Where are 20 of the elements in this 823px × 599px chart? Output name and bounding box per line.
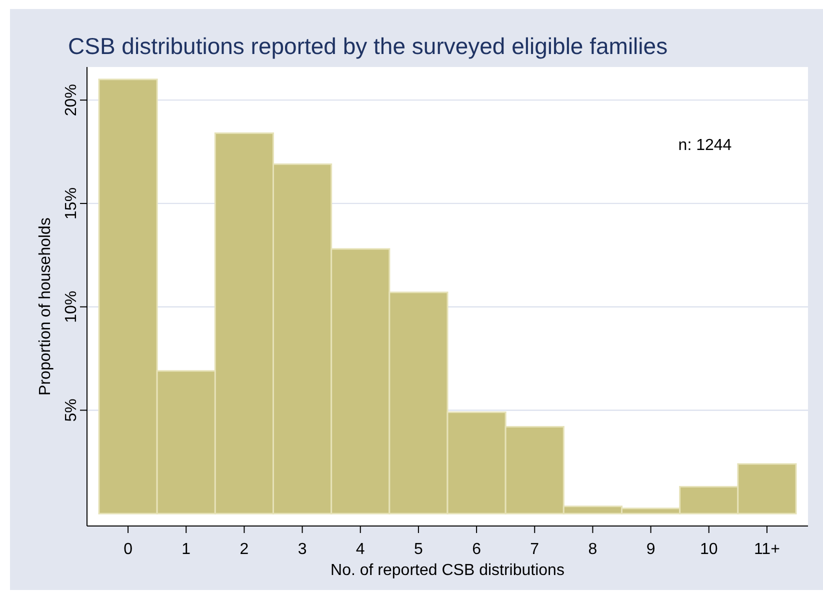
x-tick-label: 1 — [182, 541, 191, 558]
x-tick-label: 5 — [414, 541, 424, 558]
y-axis-title: Proportion of households — [37, 218, 54, 396]
y-tick-label: 5% — [63, 398, 80, 422]
x-tick-label: 8 — [588, 541, 598, 558]
chart-title: CSB distributions reported by the surveyed eligible families — [68, 33, 668, 59]
x-tick-label: 0 — [124, 541, 133, 558]
y-tick-label: 10% — [63, 290, 80, 323]
x-tick-label: 3 — [298, 541, 307, 558]
x-tick-label: 9 — [646, 541, 656, 558]
x-tick-label: 11+ — [754, 541, 780, 558]
x-tick-label: 4 — [356, 541, 365, 558]
x-tick-label: 2 — [240, 541, 249, 558]
x-tick-label: 7 — [530, 541, 540, 558]
x-axis-title: No. of reported CSB distributions — [330, 562, 564, 579]
y-tick-label: 15% — [63, 187, 80, 220]
x-tick-label: 6 — [472, 541, 482, 558]
x-tick-label: 10 — [700, 541, 718, 558]
annotation: n: 1244 — [678, 137, 732, 154]
y-tick-label: 20% — [63, 84, 80, 116]
